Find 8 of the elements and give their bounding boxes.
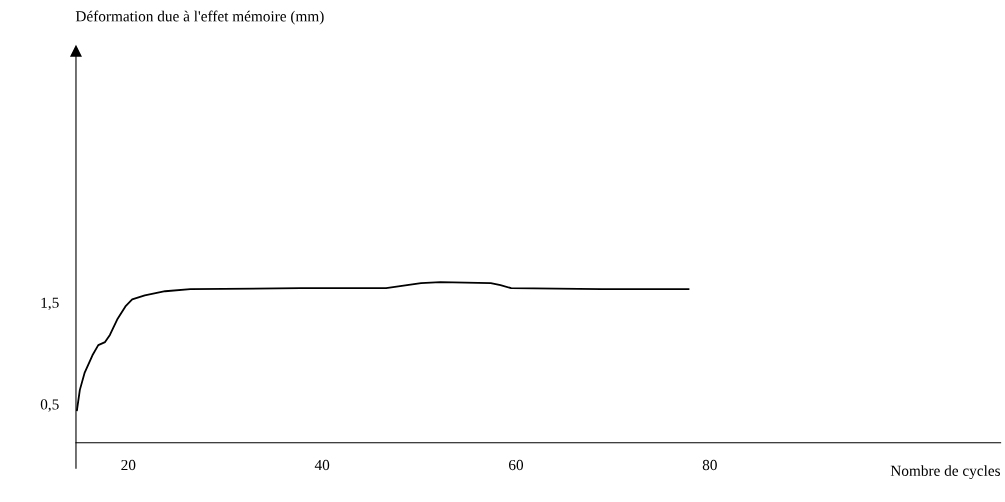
y-tick-label: 0,5 [40,399,59,412]
x-tick-label: 80 [702,459,717,471]
y-axis-title: Déformation due à l'effet mémoire (mm) [75,10,324,25]
x-tick-label: 40 [314,459,330,471]
y-tick-label: 1,5 [41,297,59,311]
x-tick-label: 20 [121,459,136,471]
x-tick-label: 60 [509,459,524,471]
x-axis-title: Nombre de cycles [890,465,1001,480]
